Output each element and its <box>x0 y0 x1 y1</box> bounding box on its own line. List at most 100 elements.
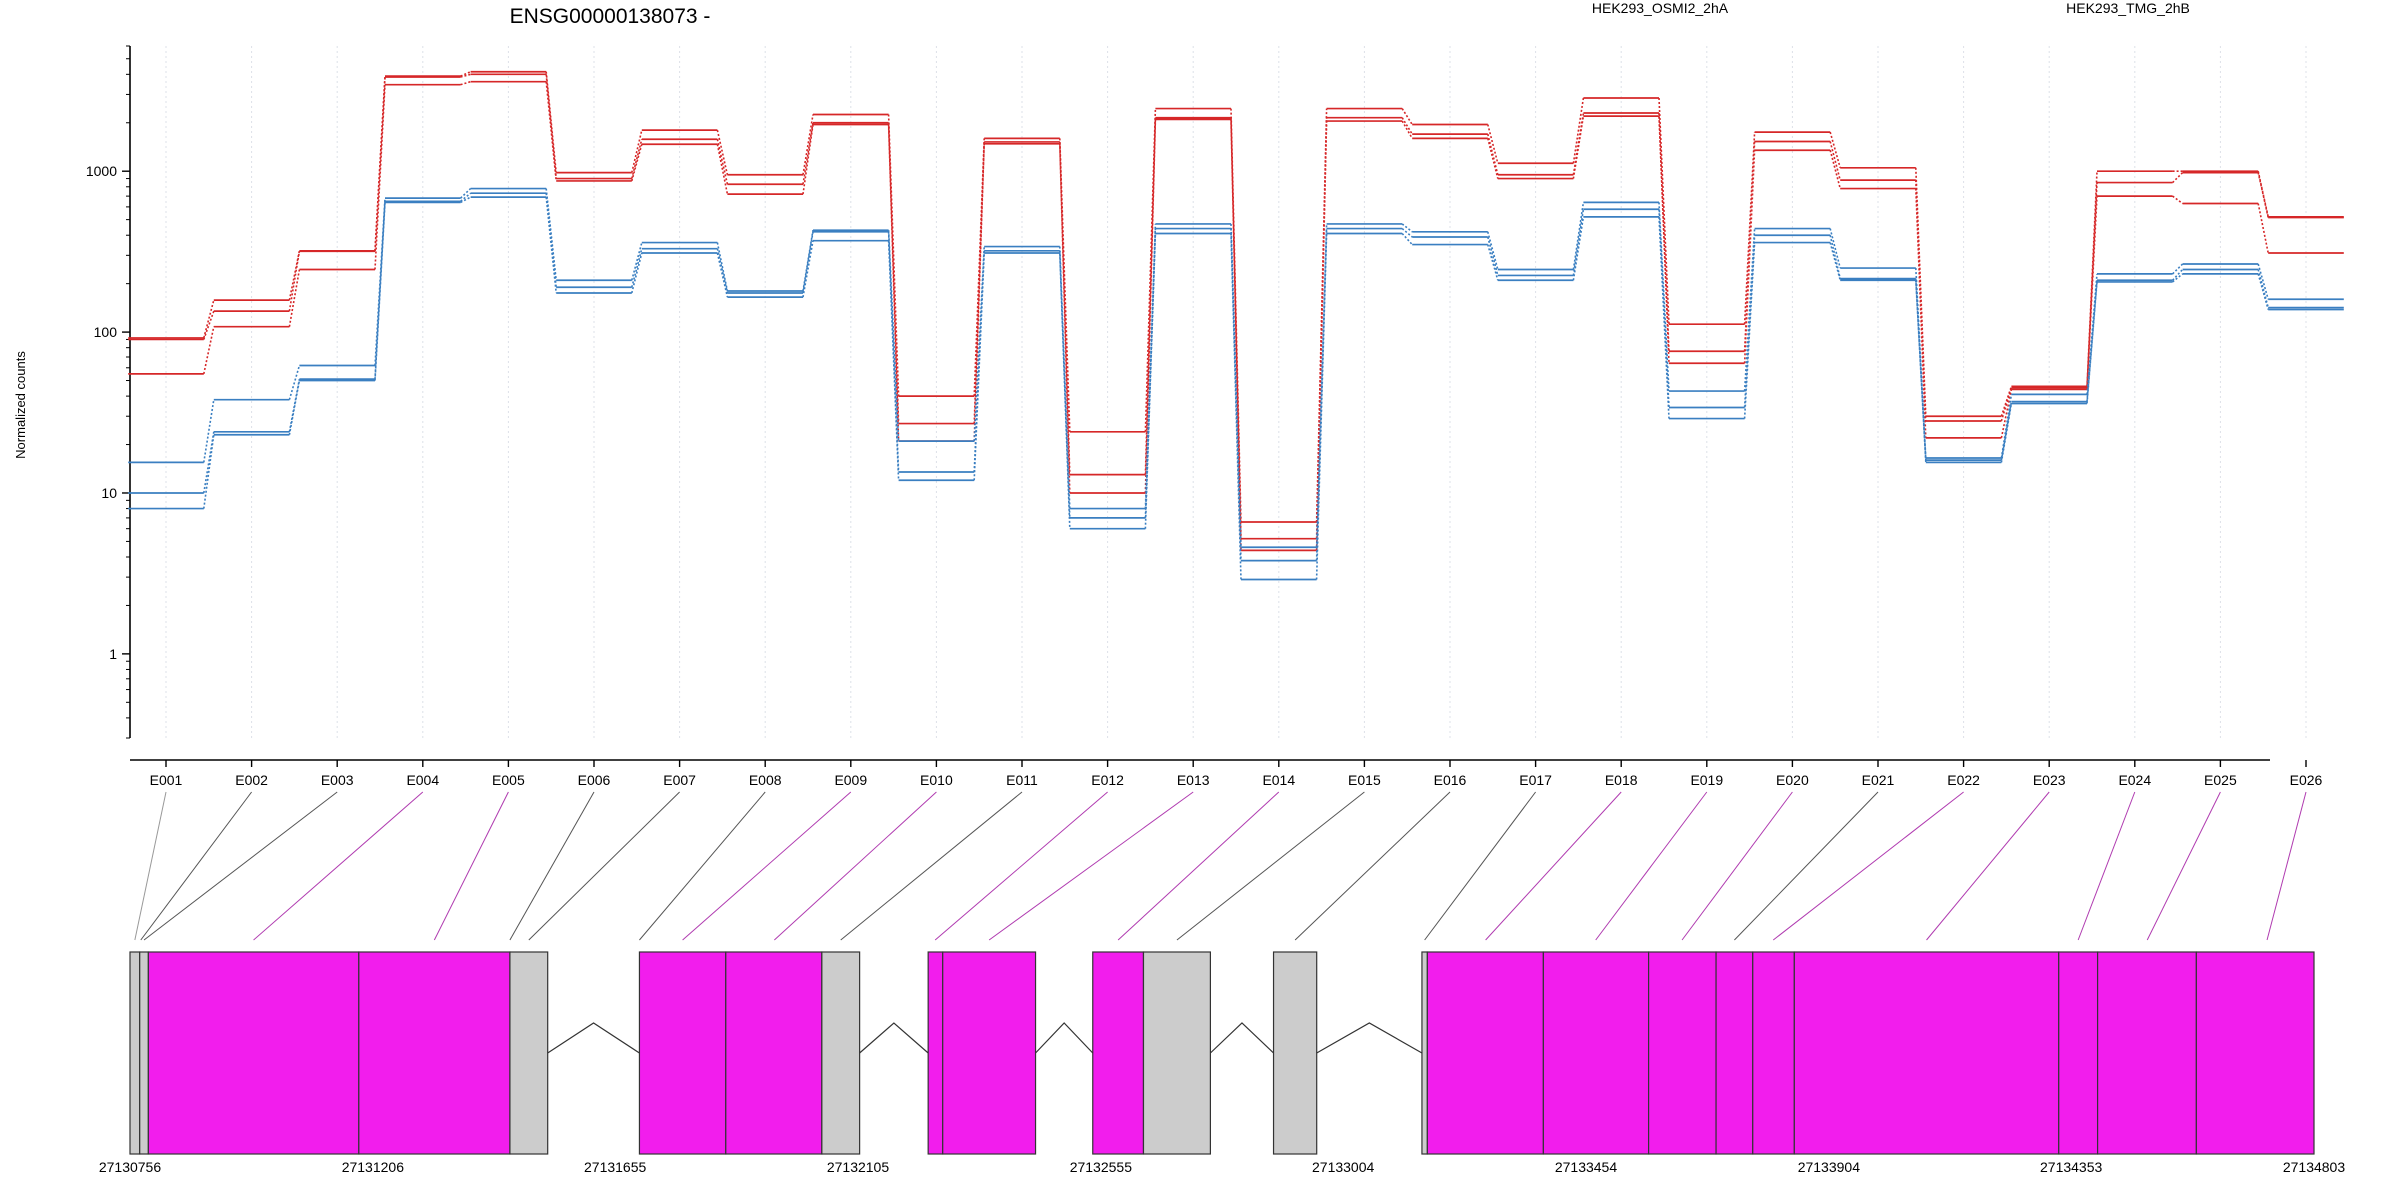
coordinate-label: 27131206 <box>342 1159 405 1175</box>
series-connector <box>203 399 215 463</box>
gene-model-track <box>129 951 2315 1155</box>
series-connector <box>1401 223 1413 233</box>
series-connector <box>631 129 643 173</box>
x-tick-label: E016 <box>1434 772 1467 788</box>
y-tick-label: 1000 <box>86 163 117 179</box>
x-tick-label: E006 <box>578 772 611 788</box>
series-connector <box>203 310 215 340</box>
series-connector <box>1829 141 1841 181</box>
series-connector <box>545 81 557 182</box>
series-connector <box>288 378 301 432</box>
series-connector <box>1829 150 1841 189</box>
x-tick-label: E015 <box>1348 772 1381 788</box>
series-connector <box>1572 202 1585 270</box>
series-connector <box>460 80 471 86</box>
exon-block <box>1793 951 2060 1155</box>
exon-block <box>1752 951 1795 1155</box>
series-connector <box>1829 242 1841 281</box>
series-connector <box>1829 228 1841 269</box>
series-connector <box>1743 242 1756 419</box>
series-connector <box>1230 228 1242 561</box>
exon-connector <box>2266 791 2307 941</box>
exon-block <box>1715 951 1754 1155</box>
x-tick-label: E012 <box>1091 772 1124 788</box>
exon-connector <box>1424 791 1537 941</box>
x-tick-label: E003 <box>321 772 354 788</box>
exon-connector <box>1734 791 1879 941</box>
series-connector <box>716 252 729 298</box>
series-connector <box>973 252 985 481</box>
series-connector <box>802 122 814 185</box>
exon-connector <box>934 791 1108 941</box>
series-connector <box>973 141 985 424</box>
exon-connector <box>509 791 595 941</box>
exon-connector <box>840 791 1023 941</box>
coordinate-label: 27130756 <box>99 1159 162 1175</box>
series-connector <box>1144 117 1157 475</box>
series-connector <box>716 248 729 294</box>
exon-connector <box>528 791 680 941</box>
series-connector <box>2000 403 2013 463</box>
exon-connector <box>1117 791 1280 941</box>
exon-block <box>942 951 1037 1155</box>
series-connector <box>1572 115 1585 179</box>
x-tick-label: E018 <box>1605 772 1638 788</box>
series-connector <box>2172 172 2184 184</box>
series-connector <box>1401 227 1413 238</box>
series-connector <box>1658 97 1670 325</box>
x-tick-label: E019 <box>1690 772 1723 788</box>
series-connector <box>288 365 301 400</box>
exon-block <box>638 951 727 1155</box>
exon-connector-lines <box>134 791 2307 941</box>
series-connector <box>802 240 814 298</box>
series-connector <box>1572 97 1585 164</box>
coordinate-label: 27132555 <box>1070 1159 1133 1175</box>
series-3 <box>128 80 2344 552</box>
exon-connector <box>1772 791 1964 941</box>
x-tick-label: E007 <box>663 772 696 788</box>
series-connector <box>203 326 215 375</box>
exon-block <box>1092 951 1145 1155</box>
genomic-coordinate-labels: 27130756 27131206 27131655 27132105 27132555… <box>99 1159 2346 1175</box>
x-tick-label: E001 <box>150 772 183 788</box>
intron-line <box>1209 1022 1274 1054</box>
series-connector <box>2000 394 2013 459</box>
y-tick-label: 10 <box>101 485 117 501</box>
coordinate-label: 27133454 <box>1555 1159 1618 1175</box>
exon-block <box>358 951 511 1155</box>
exon-connector <box>143 791 338 941</box>
series-6 <box>128 196 2344 581</box>
series-connector <box>1829 235 1841 279</box>
series-connector <box>1059 253 1071 529</box>
series-connector <box>460 73 471 78</box>
y-tick-label: 1 <box>109 646 117 662</box>
vertical-grid <box>165 46 2307 738</box>
x-tick-label: E020 <box>1776 772 1809 788</box>
series-connector <box>2172 268 2184 281</box>
x-axis: E001 E002 E003 E004 E005 E006 E007 E008 E009 E010… <box>130 759 2323 788</box>
series-connector <box>631 144 643 182</box>
plot-series <box>128 70 2344 581</box>
series-connector <box>716 242 729 292</box>
series-connector <box>1487 138 1499 179</box>
exon-connector <box>253 791 424 941</box>
coordinate-label: 27132105 <box>827 1159 890 1175</box>
x-tick-label: E009 <box>834 772 867 788</box>
series-connector <box>887 124 900 442</box>
x-tick-label: E022 <box>1947 772 1980 788</box>
x-tick-label: E005 <box>492 772 525 788</box>
x-tick-label: E023 <box>2033 772 2066 788</box>
series-5 <box>128 192 2344 562</box>
coordinate-label: 27131655 <box>584 1159 647 1175</box>
intron-line <box>1035 1022 1094 1054</box>
coordinate-label: 27133004 <box>1312 1159 1375 1175</box>
x-tick-label: E021 <box>1862 772 1895 788</box>
series-connector <box>1572 216 1585 281</box>
exon-block <box>1426 951 1544 1155</box>
exon-connector <box>1294 791 1451 941</box>
x-tick-label: E017 <box>1519 772 1552 788</box>
legend-entry-osmi2: HEK293_OSMI2_2hA <box>1592 0 1729 16</box>
exon-block <box>147 951 360 1155</box>
exon-connector <box>1681 791 1793 941</box>
exon-block <box>2195 951 2315 1155</box>
